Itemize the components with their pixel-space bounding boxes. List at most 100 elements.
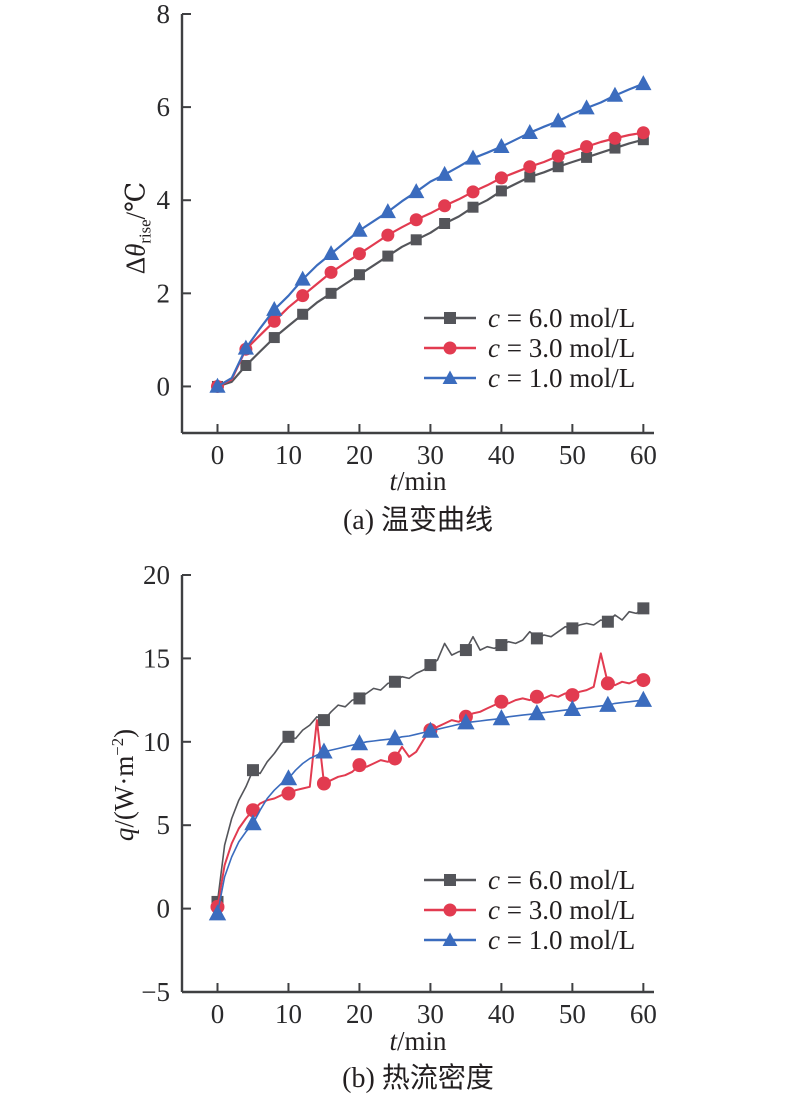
triangle-marker — [442, 370, 458, 384]
x-tick-label: 40 — [488, 440, 515, 470]
triangle-marker — [315, 742, 333, 759]
circle-marker — [352, 247, 366, 261]
series-line-c-6.0- — [217, 138, 644, 388]
square-legend-swatch-icon — [424, 874, 476, 886]
triangle-marker — [279, 769, 298, 786]
square-marker — [637, 602, 650, 615]
chart-b-x-axis-label: t/min — [389, 1026, 447, 1056]
square-marker — [268, 332, 280, 344]
y-tick-label: 0 — [157, 371, 171, 401]
legend-label: c = 3.0 mol/L — [488, 894, 636, 925]
x-tick-label: 10 — [275, 999, 302, 1029]
triangle-marker — [521, 124, 538, 140]
square-marker — [467, 201, 479, 213]
triangle-marker — [244, 814, 262, 831]
circle-marker — [580, 140, 594, 154]
legend-label: c = 1.0 mol/L — [488, 362, 636, 393]
series-markers-c-3.0- — [210, 673, 651, 914]
triangle-marker — [208, 904, 227, 921]
triangle-marker — [421, 721, 440, 738]
square-marker — [444, 312, 456, 324]
triangle-marker — [634, 690, 653, 707]
y-tick-label: −5 — [141, 977, 170, 1007]
chart-b-caption: (b) 热流密度 — [342, 1063, 494, 1094]
chart-b-legend: c = 6.0 mol/L c = 3.0 mol/L c = 1.0 mol/L — [424, 865, 635, 955]
y-tick-label: 6 — [157, 92, 171, 122]
chart-a-x-axis-label: t/min — [389, 466, 447, 496]
chart-a: 0 2 4 6 8 0 10 20 30 40 50 60 — [157, 0, 657, 470]
square-marker — [552, 161, 564, 173]
circle-marker — [281, 786, 296, 801]
triangle-marker — [528, 704, 546, 721]
square-marker — [325, 287, 337, 299]
y-tick-label: 20 — [143, 560, 170, 590]
square-marker — [282, 730, 295, 743]
square-marker — [246, 764, 259, 777]
triangle-marker — [294, 270, 311, 286]
triangle-marker — [436, 165, 453, 181]
circle-marker — [466, 185, 480, 199]
circle-marker — [523, 160, 537, 174]
chart-b-y-axis-label: q/(W·m−2) — [108, 728, 139, 842]
legend-item: c = 3.0 mol/L — [424, 333, 635, 363]
square-marker — [609, 142, 621, 154]
circle-marker — [438, 199, 452, 213]
legend-label: c = 1.0 mol/L — [488, 924, 636, 955]
y-tick-label: 15 — [143, 643, 170, 673]
x-tick-label: 30 — [417, 999, 444, 1029]
circle-marker — [387, 751, 402, 766]
square-marker — [601, 615, 614, 628]
triangle-marker — [351, 221, 368, 237]
y-tick-label: 0 — [157, 894, 171, 924]
square-marker — [410, 234, 422, 246]
triangle-marker — [599, 695, 617, 712]
triangle-legend-swatch-icon — [424, 370, 476, 384]
triangle-marker — [209, 377, 226, 393]
triangle-marker — [492, 709, 511, 726]
circle-marker — [381, 228, 395, 242]
triangle-marker — [442, 932, 458, 946]
square-marker — [495, 185, 507, 197]
circle-marker — [636, 126, 650, 140]
x-tick-label: 40 — [488, 999, 515, 1029]
x-tick-label: 0 — [211, 440, 225, 470]
square-marker — [240, 359, 252, 371]
series-line-c-1.0- — [216, 82, 644, 388]
square-marker — [524, 171, 536, 183]
square-marker — [317, 714, 330, 727]
triangle-marker — [386, 729, 404, 746]
triangle-marker — [457, 713, 475, 730]
circle-marker — [443, 903, 457, 917]
x-tick-label: 20 — [346, 440, 373, 470]
series-markers-c-6.0- — [211, 602, 650, 908]
y-tick-label: 8 — [157, 0, 171, 29]
square-marker — [444, 874, 456, 886]
square-marker — [388, 675, 401, 688]
triangle-marker — [408, 183, 425, 199]
square-marker — [566, 622, 579, 635]
circle-marker — [636, 673, 651, 688]
chart-a-caption: (a) 温变曲线 — [342, 505, 494, 536]
circle-marker — [565, 688, 580, 703]
x-tick-label: 20 — [346, 999, 373, 1029]
square-marker — [459, 644, 472, 657]
square-marker — [297, 308, 309, 320]
triangle-marker — [635, 75, 652, 91]
circle-marker — [600, 676, 615, 691]
series-line-c-6.0- — [216, 607, 644, 902]
legend-label: c = 3.0 mol/L — [488, 332, 636, 363]
square-marker — [424, 659, 437, 672]
y-tick-label: 2 — [157, 278, 171, 308]
y-tick-label: 4 — [157, 185, 171, 215]
square-marker — [530, 632, 543, 645]
circle-marker — [494, 171, 508, 185]
series-markers-c-3.0- — [210, 126, 650, 393]
series-markers-c-1.0- — [208, 690, 653, 921]
square-marker — [353, 692, 366, 705]
triangle-marker — [550, 112, 567, 128]
y-tick-label: 10 — [143, 727, 170, 757]
triangle-legend-swatch-icon — [424, 932, 476, 946]
square-marker — [495, 639, 508, 652]
circle-marker — [245, 803, 260, 818]
square-marker — [581, 151, 593, 163]
